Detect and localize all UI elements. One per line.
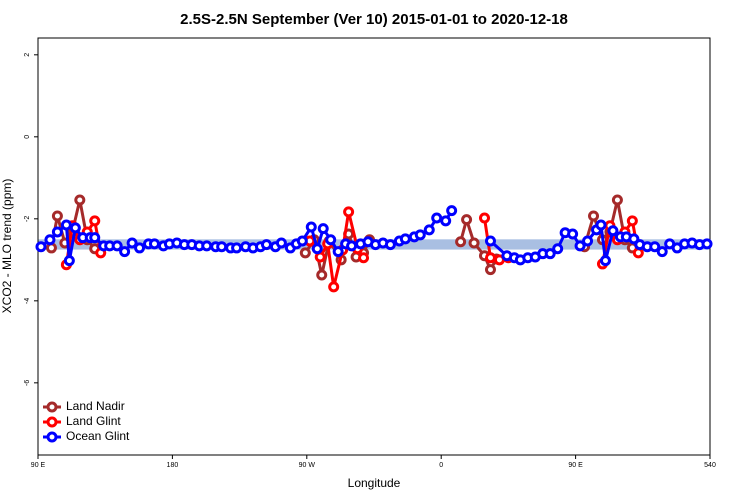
point — [63, 255, 75, 267]
point — [134, 242, 146, 254]
point — [35, 241, 47, 253]
point — [44, 234, 56, 246]
y-tick-label: 0 — [24, 135, 31, 139]
x-axis-label: Longitude — [348, 476, 401, 490]
point — [69, 222, 81, 234]
point — [399, 233, 411, 245]
legend-label: Ocean Glint — [66, 429, 130, 443]
point — [701, 238, 713, 250]
point — [479, 212, 491, 224]
y-tick-label: 2 — [24, 53, 31, 57]
x-tick-label: 90 W — [299, 462, 316, 469]
point — [574, 240, 586, 252]
y-tick-label: -4 — [24, 298, 31, 304]
point — [582, 235, 594, 247]
point — [484, 235, 496, 247]
legend-label: Land Nadir — [66, 399, 125, 413]
point — [148, 238, 160, 250]
point — [567, 228, 579, 240]
point — [455, 236, 467, 248]
legend-label: Land Glint — [66, 414, 121, 428]
point — [358, 252, 370, 264]
point — [649, 241, 661, 253]
point — [311, 243, 323, 255]
point — [484, 252, 496, 264]
point — [111, 240, 123, 252]
point — [346, 240, 358, 252]
point — [317, 223, 329, 235]
x-tick-label: 540 — [704, 462, 716, 469]
x-tick-label: 90 E — [568, 462, 583, 469]
point — [343, 206, 355, 218]
point — [328, 281, 340, 293]
point — [384, 239, 396, 251]
point — [316, 269, 328, 281]
point — [299, 247, 311, 259]
point — [201, 240, 213, 252]
point — [656, 246, 668, 258]
point — [414, 229, 426, 241]
y-tick-label: -6 — [24, 380, 31, 386]
point — [260, 239, 272, 251]
point — [332, 246, 344, 258]
point — [595, 219, 607, 231]
point — [607, 225, 619, 237]
point — [468, 237, 480, 249]
y-axis-label: XCO2 - MLO trend (ppm) — [0, 179, 14, 314]
point — [431, 212, 443, 224]
point — [325, 234, 337, 246]
point — [74, 194, 86, 206]
point — [423, 224, 435, 236]
point — [599, 255, 611, 267]
point — [51, 226, 63, 238]
point — [552, 243, 564, 255]
point — [60, 219, 72, 231]
point — [446, 205, 458, 217]
point — [440, 215, 452, 227]
legend-marker — [46, 431, 58, 443]
point — [588, 210, 600, 222]
point — [231, 242, 243, 254]
point — [275, 237, 287, 249]
point — [45, 242, 57, 254]
y-tick-label: -2 — [24, 216, 31, 222]
legend-marker — [46, 416, 58, 428]
point — [51, 210, 63, 222]
point — [296, 235, 308, 247]
point — [216, 241, 228, 253]
point — [632, 247, 644, 259]
point — [119, 246, 131, 258]
point — [89, 232, 101, 244]
point — [89, 215, 101, 227]
point — [611, 194, 623, 206]
point — [461, 214, 473, 226]
legend-marker — [46, 401, 58, 413]
point — [305, 221, 317, 233]
chart-title: 2.5S-2.5N September (Ver 10) 2015-01-01 … — [180, 11, 568, 28]
point — [626, 215, 638, 227]
point — [126, 237, 138, 249]
point — [484, 264, 496, 276]
point — [544, 248, 556, 260]
x-tick-label: 180 — [167, 462, 179, 469]
x-tick-label: 90 E — [31, 462, 46, 469]
x-tick-label: 0 — [439, 462, 443, 469]
